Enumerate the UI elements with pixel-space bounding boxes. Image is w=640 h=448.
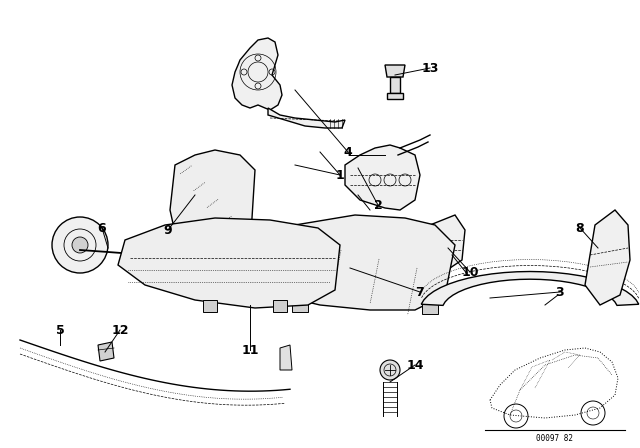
- Text: 2: 2: [374, 198, 382, 211]
- Polygon shape: [422, 302, 438, 314]
- Text: 9: 9: [164, 224, 172, 237]
- Text: 5: 5: [56, 323, 65, 336]
- Polygon shape: [292, 300, 308, 312]
- Polygon shape: [258, 215, 455, 310]
- Text: 4: 4: [344, 146, 353, 159]
- Polygon shape: [385, 65, 405, 77]
- Text: 8: 8: [576, 221, 584, 234]
- Polygon shape: [585, 210, 630, 305]
- Polygon shape: [280, 345, 292, 370]
- Circle shape: [380, 360, 400, 380]
- Text: 13: 13: [421, 61, 438, 74]
- Text: 14: 14: [406, 358, 424, 371]
- Polygon shape: [430, 215, 465, 268]
- Polygon shape: [118, 218, 340, 308]
- Circle shape: [72, 237, 88, 253]
- Polygon shape: [232, 38, 282, 110]
- Polygon shape: [421, 271, 639, 306]
- Circle shape: [52, 217, 108, 273]
- Text: 6: 6: [98, 221, 106, 234]
- Polygon shape: [387, 93, 403, 99]
- Text: 7: 7: [415, 285, 424, 298]
- Text: 00097 82: 00097 82: [536, 434, 573, 443]
- Text: 3: 3: [556, 285, 564, 298]
- Text: 10: 10: [461, 266, 479, 279]
- Text: 11: 11: [241, 344, 259, 357]
- Text: 1: 1: [335, 168, 344, 181]
- Polygon shape: [268, 108, 345, 128]
- Polygon shape: [170, 150, 255, 270]
- Polygon shape: [203, 300, 217, 312]
- Text: 12: 12: [111, 323, 129, 336]
- Polygon shape: [98, 342, 114, 361]
- Polygon shape: [273, 300, 287, 312]
- Polygon shape: [345, 145, 420, 210]
- Polygon shape: [390, 77, 400, 93]
